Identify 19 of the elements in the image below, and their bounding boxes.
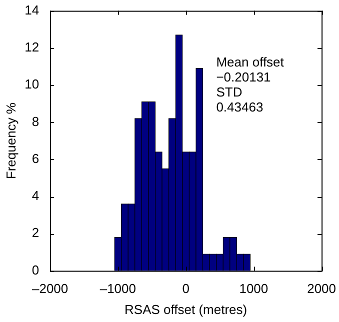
y-tick-label: 6: [32, 150, 40, 166]
y-tick-label: 2: [32, 225, 40, 240]
y-tick-label: 0: [32, 262, 40, 278]
y-tick-label: 10: [24, 76, 40, 92]
x-axis-title: RSAS offset (metres): [124, 302, 248, 317]
x-tick-label: 2000: [307, 281, 336, 296]
y-axis-title: Frequency %: [3, 102, 18, 180]
x-tick-label: 0: [182, 281, 190, 296]
x-tick-label: 1000: [239, 281, 268, 296]
x-tick-label: –1000: [100, 281, 136, 296]
annotation: 0.43463: [216, 99, 264, 114]
y-tick-label: 8: [32, 114, 40, 129]
y-tick-label: 14: [24, 2, 40, 18]
y-tick-label: 4: [32, 188, 40, 204]
annotation: STD: [216, 84, 242, 100]
annotation: Mean offset: [216, 54, 284, 70]
y-tick-label: 12: [24, 40, 40, 55]
x-tick-label: –2000: [32, 281, 68, 296]
annotation: −0.20131: [216, 69, 271, 84]
